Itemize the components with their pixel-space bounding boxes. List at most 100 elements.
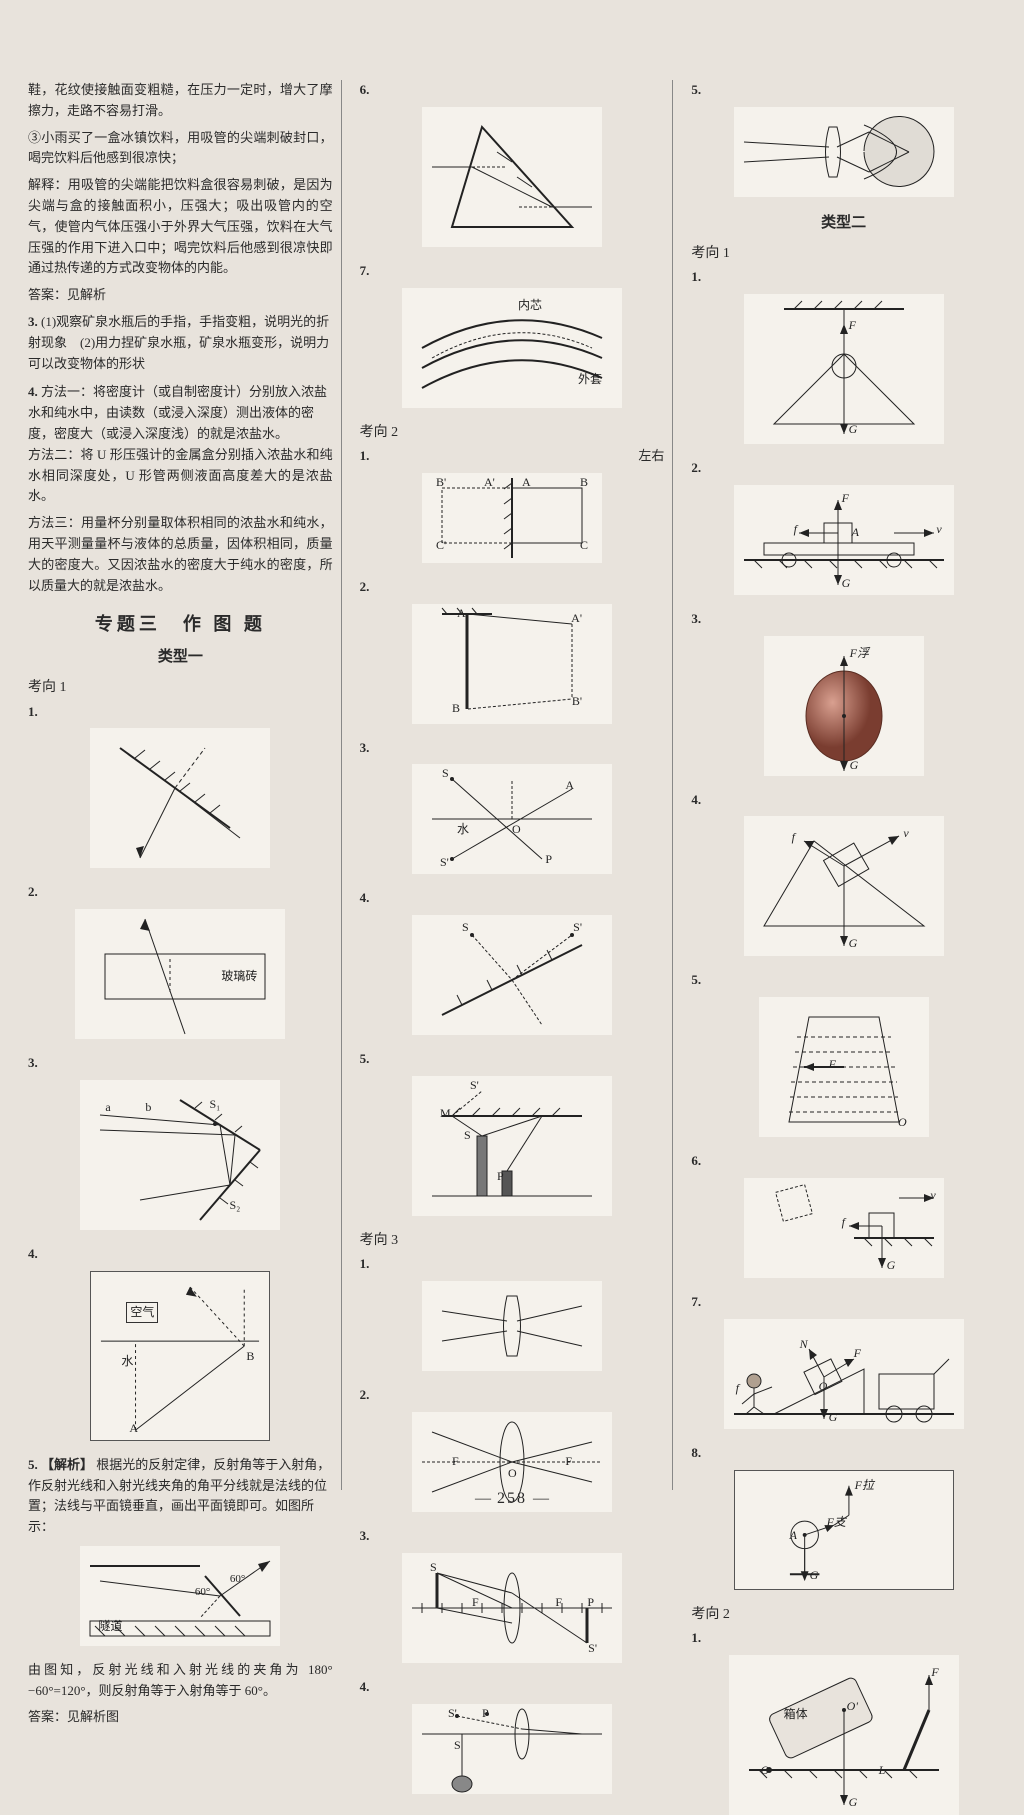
q5-num: 5. bbox=[28, 1455, 38, 1476]
item-c2-kx2-5: 5. bbox=[360, 1049, 665, 1070]
kaoxiang-1: 考向 1 bbox=[28, 677, 333, 699]
c3-4: 4. bbox=[691, 790, 996, 811]
c3-7: 7. bbox=[691, 1292, 996, 1313]
d4-water: 水 bbox=[121, 1352, 133, 1371]
diagram-c2-kx2-3: S A O P S' 水 bbox=[412, 764, 612, 874]
d4-num: 4. bbox=[28, 1244, 38, 1265]
num-4: 4. bbox=[28, 382, 38, 403]
kx3-3-s: S bbox=[430, 1558, 437, 1577]
d3-num: 3. bbox=[28, 1053, 38, 1074]
c3-kx2-1-l: L bbox=[879, 1761, 886, 1780]
d7-in: 内芯 bbox=[518, 296, 542, 315]
c3-2-f: f bbox=[794, 520, 797, 539]
item-c2-7: 7. bbox=[360, 261, 665, 282]
diagram-c2-kx2-4: S S' bbox=[412, 915, 612, 1035]
c3-8-num: 8. bbox=[691, 1443, 701, 1464]
c3-5-f: F bbox=[829, 1055, 836, 1074]
diagram-c3-kx2-1: 箱体 O' O L G F bbox=[729, 1655, 959, 1815]
d3-s1: S₁ bbox=[209, 1095, 220, 1114]
c3-8-a: A bbox=[790, 1526, 797, 1545]
kx2-3-sp: S' bbox=[440, 853, 449, 872]
c3-kx2-1-g: G bbox=[849, 1793, 858, 1812]
c3-2: 2. bbox=[691, 458, 996, 479]
c2-kx2-4-num: 4. bbox=[360, 888, 370, 909]
kx2-1-ap: A' bbox=[484, 473, 495, 492]
diagram-c2-kx2-1: B' A' A B C' C bbox=[422, 473, 602, 563]
c2-kx2-2-num: 2. bbox=[360, 577, 370, 598]
d5-tunnel: 隧道 bbox=[98, 1617, 122, 1636]
c3-1: 1. bbox=[691, 267, 996, 288]
q5-end: 由图知，反射光线和入射光线的夹角为 180°−60°=120°，则反射角等于入射… bbox=[28, 1660, 333, 1702]
d1-num: 1. bbox=[28, 702, 38, 723]
diagram-1 bbox=[90, 728, 270, 868]
kx3-3-f2: F bbox=[555, 1593, 562, 1612]
kx3-4-p: P bbox=[482, 1704, 489, 1723]
c3-3-num: 3. bbox=[691, 609, 701, 630]
c3-kx1: 考向 1 bbox=[691, 243, 996, 265]
c3-7-fsmall: f bbox=[736, 1379, 739, 1398]
point-3-explain: 解释：用吸管的尖端能把饮料盒很容易刺破，是因为尖端与盒的接触面积小，压强大；吸出… bbox=[28, 175, 333, 279]
c3-5-o: O bbox=[898, 1113, 907, 1132]
c3-6-f: f bbox=[842, 1213, 845, 1232]
d7-out: 外套 bbox=[578, 370, 602, 389]
kx3-4-sp: S' bbox=[448, 1704, 457, 1723]
c3-1-g: G bbox=[849, 420, 858, 439]
q5-title: 【解析】 bbox=[41, 1457, 93, 1472]
c3-8-fl: F拉 bbox=[855, 1476, 874, 1495]
d4-a: A bbox=[129, 1419, 138, 1438]
item-c2-kx2-2: 2. bbox=[360, 577, 665, 598]
c3-3-g: G bbox=[850, 756, 859, 775]
c3-4-v: v bbox=[903, 824, 908, 843]
diagram-c3-3: F浮 G bbox=[764, 636, 924, 776]
kx3-2-o: O bbox=[508, 1464, 517, 1483]
item-d2: 2. bbox=[28, 882, 333, 903]
c3-2-G: G bbox=[842, 574, 851, 593]
kx2-1-b: B bbox=[580, 473, 588, 492]
c2-kx2-1-num: 1. bbox=[360, 446, 370, 467]
num-3: 3. bbox=[28, 312, 38, 333]
q5-ans: 答案：见解析图 bbox=[28, 1707, 333, 1728]
c3-1-f: F bbox=[849, 316, 856, 335]
c3-5-num: 5. bbox=[691, 970, 701, 991]
c2-d6-num: 6. bbox=[360, 80, 370, 101]
kx2-4-s: S bbox=[462, 918, 469, 937]
c3-kx2-1: 1. bbox=[691, 1628, 996, 1649]
kx3-4-s: S bbox=[454, 1736, 461, 1755]
section-title: 专题三 作 图 题 bbox=[28, 610, 333, 639]
item-d3: 3. bbox=[28, 1053, 333, 1074]
subtype-1: 类型一 bbox=[28, 645, 333, 669]
kx3-3-f1: F bbox=[472, 1593, 479, 1612]
kx2-3-water: 水 bbox=[457, 820, 469, 839]
item-3: 3. (1)观察矿泉水瓶后的手指，手指变粗，说明光的折射现象 (2)用力捏矿泉水… bbox=[28, 312, 333, 374]
c3-2-F: F bbox=[842, 489, 849, 508]
kx2-5-m: M bbox=[440, 1104, 451, 1123]
c3-kx2-1-op: O' bbox=[847, 1697, 858, 1716]
kx2-2-ap: A' bbox=[571, 609, 582, 628]
d5-60b: 60° bbox=[230, 1571, 245, 1589]
c3-5: 5. bbox=[691, 970, 996, 991]
c3-6-g: G bbox=[887, 1256, 896, 1275]
point-3: ③小雨买了一盒冰镇饮料，用吸管的尖端刺破封口，喝完饮料后他感到很凉快； bbox=[28, 128, 333, 170]
item-c2-kx2-3: 3. bbox=[360, 738, 665, 759]
c2-kx3: 考向 3 bbox=[360, 1230, 665, 1252]
item-d1: 1. bbox=[28, 702, 333, 723]
column-2: 6. 7. 内芯 外套 考向 2 bbox=[352, 80, 674, 1490]
c3-8-fs: F支 bbox=[827, 1513, 846, 1532]
c3-kx2-1-box: 箱体 bbox=[784, 1705, 808, 1724]
diagram-c3-2: F f A v G bbox=[734, 485, 954, 595]
d3-a: a bbox=[105, 1098, 110, 1117]
kx3-2-f1: F bbox=[452, 1452, 459, 1471]
item-c2-kx3-4: 4. bbox=[360, 1677, 665, 1698]
q4-b: 方法二：将 U 形压强计的金属盒分别插入浓盐水和纯水相同深度处，U 形管两侧液面… bbox=[28, 445, 333, 507]
kx2-5-sp: S' bbox=[470, 1076, 479, 1095]
kx2-3-s: S bbox=[442, 764, 449, 783]
c3-1-num: 1. bbox=[691, 267, 701, 288]
c3-2-A: A bbox=[852, 523, 859, 542]
c2-kx2-1-lr: 左右 bbox=[369, 446, 664, 467]
c2-kx2-3-num: 3. bbox=[360, 738, 370, 759]
c3-8-g: G bbox=[810, 1566, 819, 1585]
kx3-2-f2: F bbox=[565, 1452, 572, 1471]
item-c2-kx2-4: 4. bbox=[360, 888, 665, 909]
kx2-1-cp: C' bbox=[436, 536, 446, 555]
item-c2-kx3-3: 3. bbox=[360, 1526, 665, 1547]
